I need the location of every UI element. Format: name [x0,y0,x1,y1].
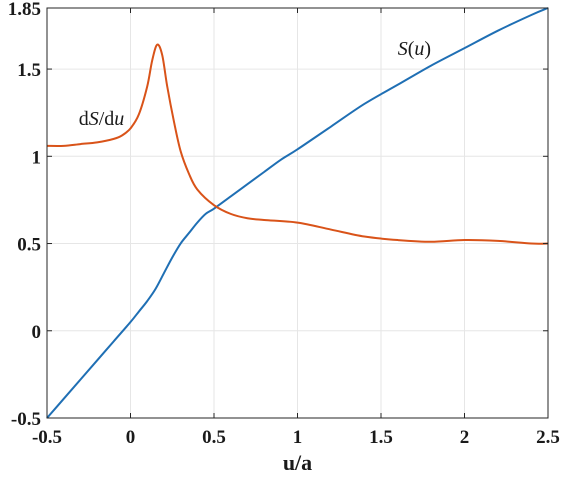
x-tick-label: 1.5 [369,427,393,448]
series-annotation-0: S(u) [398,38,431,60]
x-tick-label: -0.5 [32,427,62,448]
y-tick-label: 1.85 [8,0,41,20]
x-axis-label: u/a [283,450,312,475]
series-lines [46,7,549,419]
y-tick-label: 1 [32,147,42,168]
x-axis-ticks: -0.5 0 0.5 1 1.5 2 2.5 [32,8,560,448]
series-annotations: S(u) dS/du [79,38,431,130]
y-tick-label: 1.5 [17,60,41,81]
x-tick-label: 1 [293,427,303,448]
y-axis-ticks: -0.5 0 0.5 1 1.5 1.85 [8,0,548,430]
x-tick-label: 2.5 [536,427,560,448]
x-tick-label: 2 [460,427,470,448]
series-line-0 [46,7,549,419]
y-tick-label: 0.5 [17,235,41,256]
x-tick-label: 0 [126,427,136,448]
series-annotation-1: dS/du [79,108,125,130]
y-tick-label: -0.5 [11,409,41,430]
x-tick-label: 0.5 [202,427,226,448]
series-line-1 [46,43,549,245]
grid-lines [46,7,549,419]
y-tick-label: 0 [32,322,42,343]
